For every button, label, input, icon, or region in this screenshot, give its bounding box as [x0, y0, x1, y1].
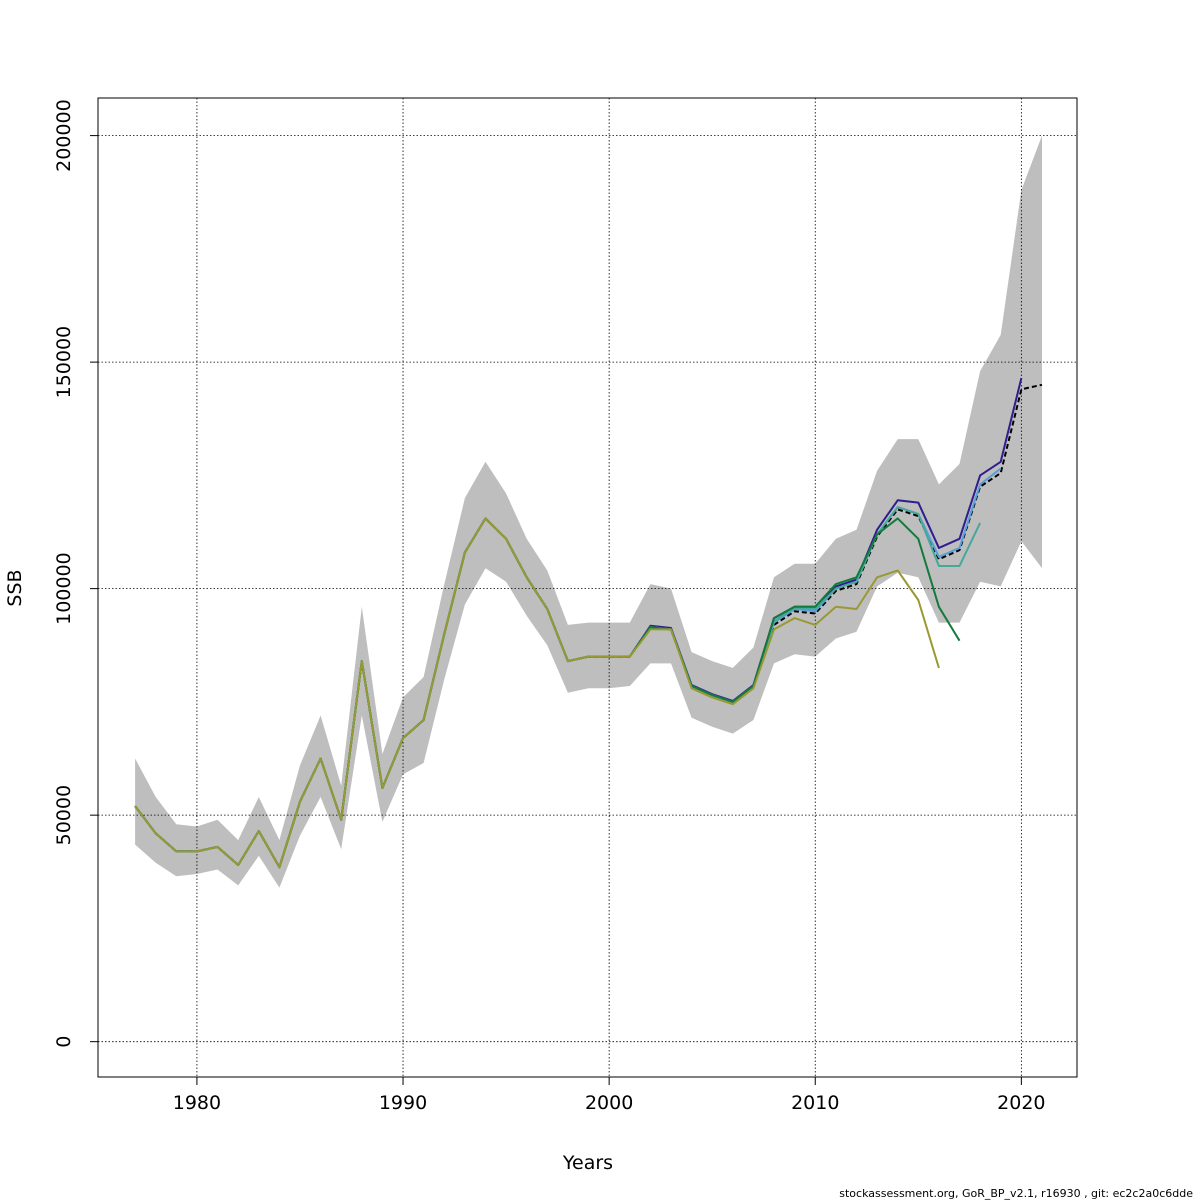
confidence-band — [135, 135, 1043, 888]
y-tick-label: 200000 — [53, 99, 75, 172]
x-tick-label: 2010 — [791, 1092, 839, 1114]
series-layer — [134, 377, 1043, 869]
x-tick-label: 2020 — [997, 1092, 1045, 1114]
x-axis-title: Years — [562, 1152, 613, 1174]
confidence-band-layer — [135, 135, 1043, 888]
x-tick-label: 1980 — [173, 1092, 221, 1114]
x-tick-label: 1990 — [379, 1092, 427, 1114]
y-tick-label: 0 — [53, 1036, 75, 1048]
y-axis-title: SSB — [4, 569, 26, 606]
footer-credit: stockassessment.org, GoR_BP_v2.1, r16930… — [839, 1187, 1193, 1200]
axis-layer: 1980 1990 2000 2010 2020 0 50000 100000 150000 20… — [53, 99, 1046, 1114]
plot-frame — [97, 97, 1078, 1078]
series-line-retro-2016 — [134, 517, 940, 869]
y-tick-label: 50000 — [53, 785, 75, 845]
y-tick-label: 100000 — [53, 552, 75, 625]
x-tick-label: 2000 — [585, 1092, 633, 1114]
y-tick-label: 150000 — [53, 326, 75, 399]
grid-layer — [98, 98, 1077, 1077]
